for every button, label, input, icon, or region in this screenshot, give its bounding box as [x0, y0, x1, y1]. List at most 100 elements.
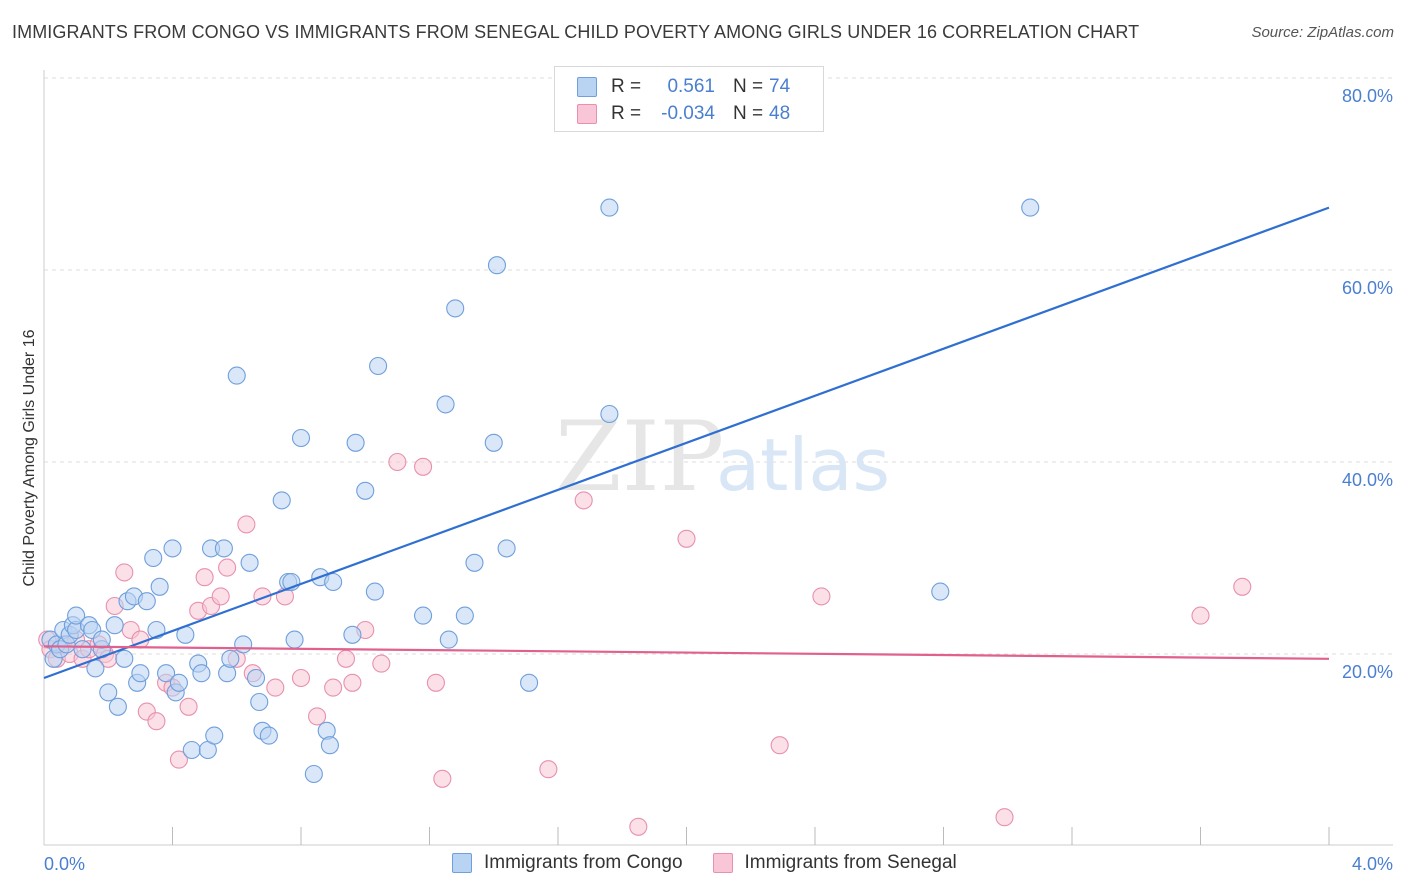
senegal-point — [770, 736, 789, 755]
congo-point — [324, 572, 343, 592]
congo-point — [108, 697, 127, 716]
legend-item-congo: Immigrants from Congo — [452, 852, 683, 874]
congo-point — [356, 481, 375, 500]
senegal-point — [218, 558, 237, 577]
congo-point — [465, 553, 484, 572]
axes — [43, 70, 1393, 846]
watermark: ZIP atlas — [555, 401, 890, 513]
r-value: 0.561 — [667, 76, 715, 97]
congo-point — [600, 198, 619, 217]
senegal-point — [1233, 577, 1252, 596]
y-tick-label: 80.0% — [1342, 86, 1393, 106]
congo-point — [144, 548, 163, 568]
source-label: Source: ZipAtlas.com — [1251, 24, 1394, 41]
congo-point — [246, 668, 266, 688]
senegal-point — [426, 673, 445, 692]
x-tick-label: 4.0% — [1352, 854, 1393, 874]
n-value: 48 — [769, 103, 791, 124]
congo-point — [221, 649, 240, 668]
senegal-point — [388, 452, 407, 472]
congo-point — [320, 736, 339, 755]
senegal-point — [211, 587, 230, 606]
tick-labels: 20.0% 40.0% 60.0% 80.0% 0.0% 4.0% — [44, 86, 1393, 874]
r-label: R = — [611, 76, 642, 97]
congo-point — [455, 606, 474, 625]
congo-swatch — [577, 77, 597, 97]
n-value: 74 — [769, 76, 791, 97]
senegal-point — [372, 654, 391, 673]
congo-point — [285, 630, 304, 649]
congo-point — [343, 625, 362, 644]
congo-point — [205, 726, 224, 745]
senegal-point — [324, 678, 343, 697]
congo-point — [259, 726, 278, 745]
legend-label-congo: Immigrants from Congo — [484, 852, 683, 873]
congo-point — [131, 664, 150, 683]
y-tick-label: 20.0% — [1342, 662, 1393, 682]
congo-point — [446, 299, 465, 318]
correlation-legend: R = 0.561 N = 74 R = -0.034 N = 48 — [554, 66, 824, 132]
series-legend: Immigrants from Congo Immigrants from Se… — [452, 852, 987, 874]
congo-trend-line — [43, 206, 1330, 680]
congo-point — [240, 553, 259, 572]
congo-point — [414, 606, 433, 625]
congo-point — [346, 433, 365, 452]
senegal-point — [195, 568, 214, 587]
congo-point — [497, 539, 516, 558]
senegal-swatch — [577, 104, 597, 124]
congo-point — [520, 673, 539, 692]
congo-point — [365, 582, 384, 601]
y-tick-label: 60.0% — [1342, 278, 1393, 298]
congo-point — [99, 683, 118, 702]
senegal-trend-line — [43, 645, 1330, 660]
senegal-point — [169, 750, 188, 769]
senegal-point — [812, 587, 831, 606]
senegal-point — [1191, 606, 1210, 625]
congo-point — [192, 664, 211, 683]
congo-points — [41, 198, 1040, 784]
x-tick-label: 0.0% — [44, 854, 85, 874]
congo-point — [157, 664, 176, 683]
legend-item-senegal: Immigrants from Senegal — [712, 852, 957, 874]
senegal-point — [677, 529, 696, 548]
congo-point — [182, 740, 201, 760]
congo-swatch — [452, 853, 472, 873]
congo-point — [369, 356, 388, 376]
congo-point — [73, 640, 92, 659]
congo-point — [304, 764, 323, 784]
congo-point — [600, 404, 619, 424]
senegal-point — [995, 808, 1014, 827]
legend-row-congo: R = 0.561 N = 74 — [577, 75, 790, 99]
congo-point — [150, 577, 169, 596]
congo-point — [487, 256, 507, 275]
senegal-point — [115, 563, 134, 582]
congo-point — [234, 635, 253, 654]
congo-point — [250, 692, 269, 712]
congo-point — [1021, 198, 1040, 217]
senegal-point — [336, 649, 356, 668]
congo-point — [105, 616, 124, 635]
n-label: N = — [733, 76, 764, 97]
congo-point — [92, 630, 111, 649]
congo-point — [137, 592, 156, 611]
senegal-point — [574, 491, 593, 510]
congo-point — [931, 582, 950, 601]
y-tick-label: 40.0% — [1342, 470, 1393, 490]
y-axis-label: Child Poverty Among Girls Under 16 — [21, 329, 38, 586]
senegal-point — [343, 673, 362, 692]
r-label: R = — [611, 103, 642, 124]
congo-point — [484, 433, 503, 452]
congo-point — [214, 539, 233, 558]
legend-label-senegal: Immigrants from Senegal — [744, 852, 957, 873]
senegal-point — [147, 712, 166, 731]
senegal-point — [237, 515, 256, 534]
congo-point — [227, 366, 246, 385]
chart-title: IMMIGRANTS FROM CONGO VS IMMIGRANTS FROM… — [12, 22, 1140, 42]
trend-lines — [43, 206, 1330, 680]
senegal-point — [291, 668, 311, 688]
congo-point — [67, 606, 86, 625]
senegal-point — [414, 457, 433, 476]
senegal-point — [433, 769, 452, 788]
congo-point — [163, 539, 182, 558]
